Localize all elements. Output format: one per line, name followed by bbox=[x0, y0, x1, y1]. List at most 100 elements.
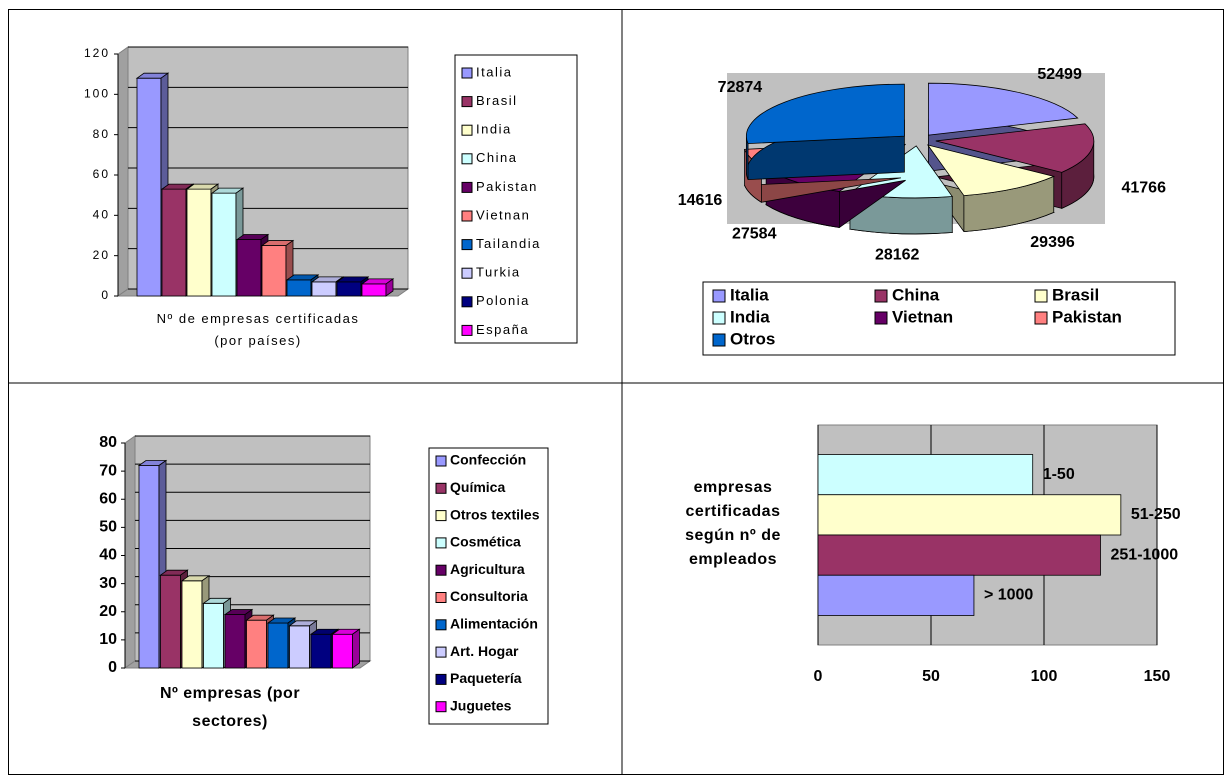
pie-slice bbox=[745, 83, 905, 181]
bar-front bbox=[361, 283, 387, 297]
bar-front bbox=[160, 574, 181, 669]
legend-label: India bbox=[730, 307, 770, 326]
bar-front bbox=[236, 239, 262, 297]
legend-swatch bbox=[435, 701, 447, 713]
legend-swatch bbox=[874, 311, 888, 325]
legend-swatch bbox=[435, 646, 447, 658]
legend-box bbox=[428, 447, 549, 725]
bar bbox=[331, 628, 361, 669]
bar-front bbox=[286, 279, 312, 297]
legend-swatch bbox=[461, 324, 473, 336]
bar-front bbox=[161, 188, 187, 297]
y-tick-label: 80 bbox=[99, 434, 117, 451]
legend-swatch bbox=[435, 482, 447, 494]
slice-top bbox=[928, 82, 1079, 136]
y-tick-label: 40 bbox=[93, 208, 110, 222]
legend-label: India bbox=[476, 122, 512, 137]
legend-label: Turkia bbox=[476, 265, 521, 280]
slice-top bbox=[745, 83, 905, 145]
bar-front bbox=[311, 281, 337, 297]
legend-swatch bbox=[461, 153, 473, 165]
bar bbox=[360, 278, 395, 297]
data-label: 28162 bbox=[875, 247, 920, 264]
legend-swatch bbox=[435, 510, 447, 522]
bar-side bbox=[385, 278, 394, 297]
legend-swatch bbox=[461, 181, 473, 193]
x-tick-label: 150 bbox=[1144, 668, 1171, 685]
plot-side bbox=[117, 46, 129, 297]
bar-front bbox=[246, 619, 267, 669]
legend-label: Art. Hogar bbox=[450, 643, 519, 659]
legend-label: España bbox=[476, 322, 529, 337]
legend-box bbox=[454, 54, 578, 344]
legend-label: Juguetes bbox=[450, 697, 512, 713]
legend-label: Consultoria bbox=[450, 588, 528, 604]
bar-front bbox=[224, 614, 246, 669]
legend-swatch bbox=[461, 267, 473, 279]
legend-label: Italia bbox=[730, 285, 769, 304]
y-tick-label: 70 bbox=[99, 462, 117, 479]
legend-swatch bbox=[435, 619, 447, 631]
data-label: 52499 bbox=[1037, 66, 1082, 83]
y-tick-label: 60 bbox=[93, 167, 110, 181]
bar bbox=[817, 454, 1034, 496]
pie-slice bbox=[926, 144, 1055, 233]
legend-swatch bbox=[874, 289, 888, 303]
legend-label: Confección bbox=[450, 452, 526, 468]
data-label: 251-1000 bbox=[1111, 546, 1179, 563]
bar-front bbox=[289, 625, 310, 669]
data-label: 29396 bbox=[1030, 234, 1075, 251]
bar-side bbox=[352, 628, 360, 669]
bar bbox=[817, 534, 1101, 576]
bar-front bbox=[138, 465, 160, 669]
y-tick-label: 0 bbox=[108, 659, 117, 676]
legend-swatch bbox=[461, 210, 473, 222]
bar-front bbox=[186, 188, 212, 297]
legend-label: Tailandia bbox=[476, 236, 541, 251]
bar-front bbox=[267, 622, 289, 669]
legend-label: Brasil bbox=[1052, 285, 1099, 304]
data-label: 51-250 bbox=[1131, 506, 1181, 523]
data-label: 1-50 bbox=[1043, 466, 1075, 483]
legend-box bbox=[702, 281, 1176, 356]
legend-label: Química bbox=[450, 479, 505, 495]
legend-swatch bbox=[461, 296, 473, 308]
y-tick-label: 20 bbox=[93, 248, 110, 262]
legend-swatch bbox=[712, 311, 726, 325]
y-tick-label: 60 bbox=[99, 490, 117, 507]
data-label: > 1000 bbox=[984, 587, 1033, 604]
bar bbox=[817, 574, 975, 616]
y-tick-label: 100 bbox=[84, 87, 110, 101]
y-tick-label: 0 bbox=[101, 288, 110, 302]
y-axis-title: empresas certificadas según nº de emplea… bbox=[685, 479, 781, 568]
bar-front bbox=[181, 580, 203, 669]
bar-front bbox=[332, 633, 353, 669]
legend-swatch bbox=[461, 124, 473, 136]
bar-front bbox=[336, 281, 362, 297]
y-tick-label: 10 bbox=[99, 631, 117, 648]
legend-label: Otros bbox=[730, 329, 775, 348]
legend-label: China bbox=[476, 150, 517, 165]
legend-swatch bbox=[461, 67, 473, 79]
legend-label: Cosmética bbox=[450, 534, 521, 550]
x-tick-label: 50 bbox=[922, 668, 940, 685]
legend-swatch bbox=[435, 537, 447, 549]
legend-label: China bbox=[892, 285, 940, 304]
slice-top bbox=[935, 123, 1095, 173]
data-label: 27584 bbox=[732, 225, 777, 242]
legend-label: Agricultura bbox=[450, 561, 525, 577]
legend-label: Vietnan bbox=[892, 307, 953, 326]
bar bbox=[817, 494, 1122, 536]
y-tick-label: 30 bbox=[99, 575, 117, 592]
legend-swatch bbox=[435, 592, 447, 603]
slice-top bbox=[926, 144, 1055, 197]
x-tick-label: 0 bbox=[814, 668, 823, 685]
legend-label: Pakistan bbox=[476, 179, 538, 194]
legend-label: Italia bbox=[476, 64, 512, 79]
legend-label: Brasil bbox=[476, 93, 518, 108]
data-label: 41766 bbox=[1121, 180, 1166, 197]
x-tick-label: 100 bbox=[1031, 668, 1058, 685]
legend-swatch bbox=[461, 96, 473, 108]
y-tick-label: 120 bbox=[84, 46, 110, 60]
